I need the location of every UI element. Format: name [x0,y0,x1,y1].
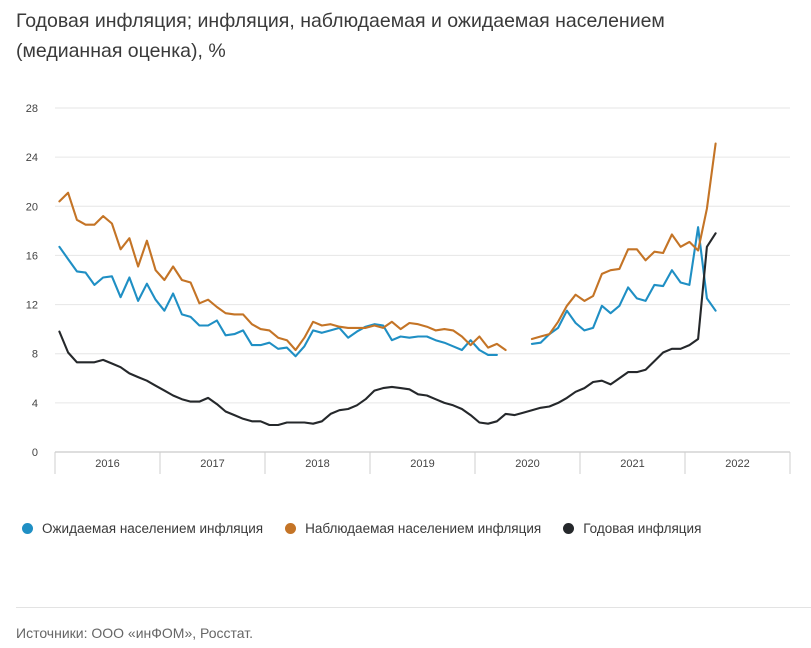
x-tick-label: 2017 [200,458,224,470]
chart-title-line1: Годовая инфляция; инфляция, наблюдаемая … [16,10,665,32]
y-tick-label: 20 [26,201,38,213]
series-lines [58,142,717,427]
legend-swatch-annual [563,523,575,534]
y-tick-label: 24 [26,152,38,164]
x-tick-label: 2016 [95,458,119,470]
legend: Ожидаемая населением инфляция Наблюдаема… [22,521,723,536]
series-line-0 [58,245,498,358]
grid-lines [55,107,790,453]
legend-label-observed: Наблюдаемая населением инфляция [305,521,542,536]
series-line-2 [58,232,717,427]
legend-swatch-observed [285,523,297,534]
series-line-1 [58,191,507,352]
y-tick-label: 0 [32,447,38,459]
x-tick-label: 2022 [725,458,749,470]
y-tick-label: 28 [26,103,38,115]
y-tick-label: 16 [26,250,38,262]
y-tick-label: 8 [32,349,38,361]
legend-label-annual: Годовая инфляция [583,521,702,536]
legend-item-annual[interactable]: Годовая инфляция [563,521,701,536]
x-tick-label: 2021 [620,458,644,470]
line-chart: 0 4 8 12 16 20 24 28 2016 2017 2018 2019 2020 2021 202… [26,103,791,474]
legend-swatch-expected [22,523,33,534]
legend-item-observed[interactable]: Наблюдаемая населением инфляция [285,521,541,536]
footer-divider [16,607,811,608]
legend-label-expected: Ожидаемая населением инфляция [42,521,264,536]
x-tick-label: 2020 [515,458,539,470]
y-tick-label: 12 [26,300,38,312]
x-tick-label: 2018 [305,458,329,470]
series-line-0 [530,226,717,345]
source-note: Источники: ООО «инФОМ», Росстат. [16,625,254,641]
axes: 0 4 8 12 16 20 24 28 2016 2017 2018 2019 2020 2021 202… [26,103,791,474]
y-tick-label: 4 [32,398,38,410]
series-line-1 [530,142,717,341]
legend-item-expected[interactable]: Ожидаемая населением инфляция [22,521,263,536]
chart-title-line2: (медианная оценка), % [16,40,226,62]
chart-title: Годовая инфляция; инфляция, наблюдаемая … [16,6,796,66]
x-tick-label: 2019 [410,458,434,470]
